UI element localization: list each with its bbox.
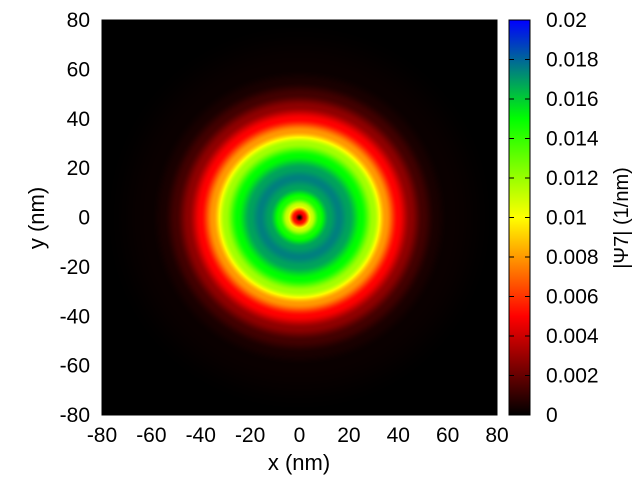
y-tick-label: 40 [67,108,90,131]
y-axis-title: y (nm) [24,187,49,249]
y-tick-label: -40 [60,305,90,328]
colorbar-title: |Ψ7| (1/nm) [611,167,633,269]
x-tick-label: -80 [87,424,117,447]
x-tick-label: 60 [436,424,459,447]
colorbar-tick-label: 0.012 [546,167,599,190]
heatmap-image [102,20,497,415]
y-axis: -80 -60 -40 -20 0 20 40 60 80 [60,9,497,427]
colorbar-gradient [509,20,530,415]
y-tick-label: -60 [60,355,90,378]
y-tick-label: 80 [67,9,90,32]
colorbar-tick-label: 0.016 [546,88,599,111]
colorbar-tick-label: 0.01 [546,207,587,230]
x-tick-label: 40 [387,424,410,447]
colorbar-tick-label: 0.006 [546,286,599,309]
colorbar-tick-label: 0.004 [546,325,599,348]
y-tick-label: 20 [67,157,90,180]
x-tick-label: -40 [186,424,216,447]
x-tick-label: -20 [235,424,265,447]
x-tick-label: 80 [485,424,508,447]
colorbar-tick-label: 0.008 [546,246,599,269]
x-tick-label: -60 [136,424,166,447]
x-tick-label: 0 [294,424,306,447]
y-tick-label: 60 [67,58,90,81]
colorbar-tick-label: 0.018 [546,49,599,72]
x-axis: -80 -60 -40 -20 0 20 40 60 80 [87,20,509,447]
x-tick-label: 20 [337,424,360,447]
heatmap-plot-area [101,19,498,416]
y-tick-label: 0 [78,207,90,230]
y-tick-label: -20 [60,256,90,279]
colorbar-tick-label: 0.014 [546,128,599,151]
y-tick-label: -80 [60,404,90,427]
colorbar-tick-label: 0.02 [546,9,587,32]
colorbar-tick-label: 0.002 [546,365,599,388]
colorbar: 0 0.002 0.004 0.006 0.008 0.01 0.012 0.014 0.016… [508,9,599,427]
colorbar-tick-label: 0 [546,404,558,427]
x-axis-title: x (nm) [268,450,330,475]
colorbar-ticks: 0 0.002 0.004 0.006 0.008 0.01 0.012 0.014 0.016… [509,9,599,427]
